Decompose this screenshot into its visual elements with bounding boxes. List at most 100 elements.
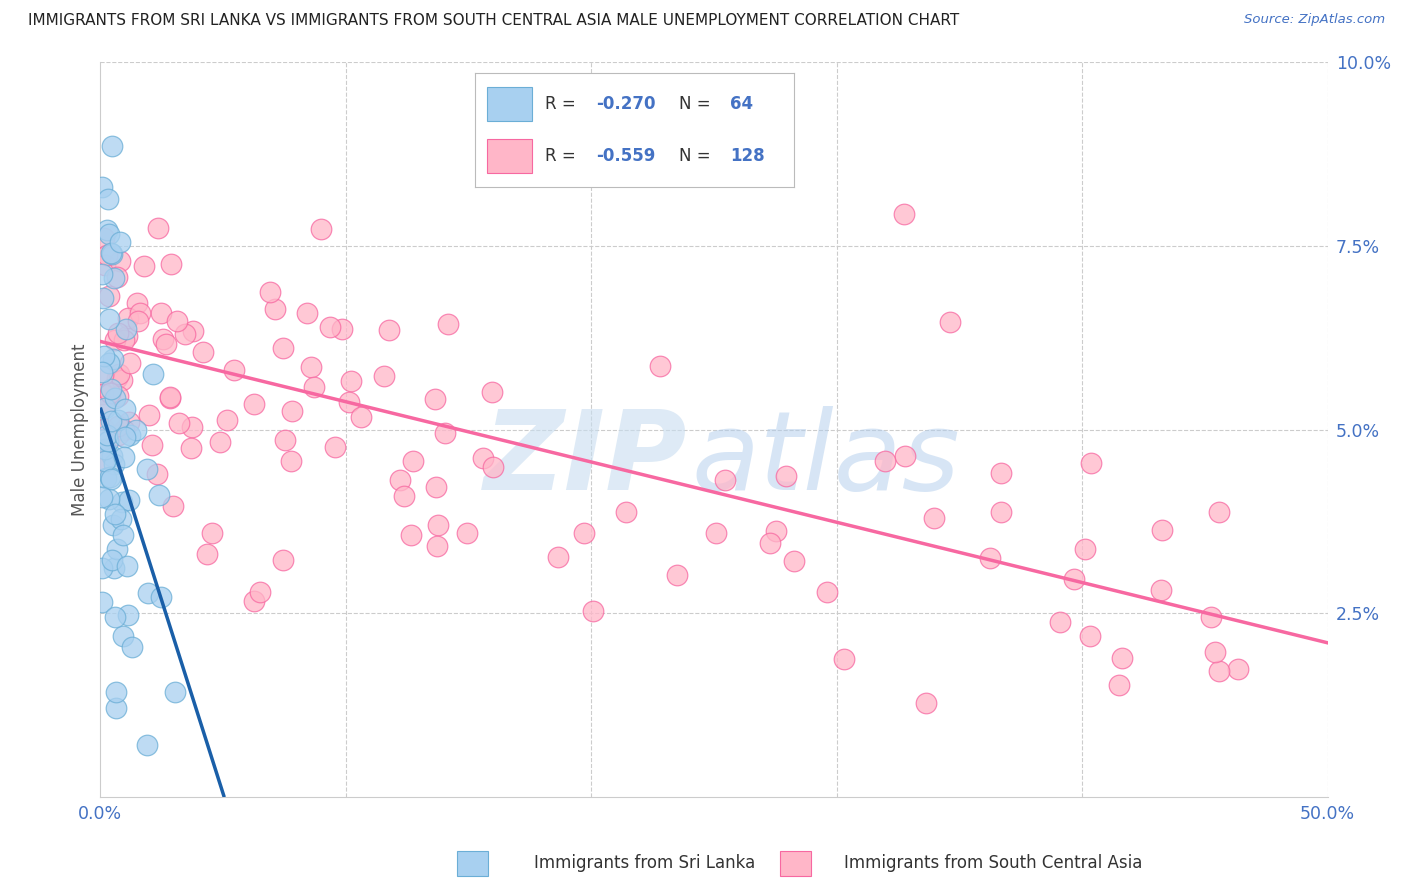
Point: [401, 527, 423, 541]
Point: [114, 322, 136, 336]
Point: [138, 408, 160, 422]
Point: [1150, 582, 1173, 597]
Point: [103, 457, 125, 471]
Point: [97, 434, 120, 448]
Point: [90, 433, 112, 447]
Point: [323, 440, 346, 454]
Point: [349, 409, 371, 424]
Point: [1049, 615, 1071, 629]
Point: [104, 392, 127, 406]
Point: [117, 608, 139, 623]
Text: Immigrants from South Central Asia: Immigrants from South Central Asia: [844, 855, 1142, 872]
Point: [402, 453, 425, 467]
Point: [105, 371, 128, 385]
Point: [437, 317, 460, 331]
Point: [94, 258, 117, 272]
Point: [704, 525, 727, 540]
Point: [132, 259, 155, 273]
Point: [107, 367, 129, 381]
Point: [180, 441, 202, 455]
Point: [90, 365, 112, 379]
Point: [165, 685, 187, 699]
Point: [94, 454, 117, 468]
Point: [110, 512, 132, 526]
Point: [111, 373, 134, 387]
Point: [280, 454, 302, 468]
Point: [101, 517, 124, 532]
Point: [1078, 629, 1101, 643]
Point: [242, 593, 264, 607]
Point: [97, 312, 120, 326]
Point: [648, 359, 671, 374]
Point: [114, 402, 136, 417]
Point: [271, 341, 294, 355]
Point: [1108, 678, 1130, 692]
Point: [894, 449, 917, 463]
Point: [339, 395, 361, 409]
Point: [426, 518, 449, 533]
Point: [101, 352, 124, 367]
Point: [815, 585, 838, 599]
Point: [90, 490, 112, 504]
Point: [990, 466, 1012, 480]
Point: [1208, 665, 1230, 679]
Point: [547, 549, 569, 564]
Point: [775, 469, 797, 483]
Point: [117, 310, 139, 325]
Point: [104, 685, 127, 699]
Point: [104, 333, 127, 347]
Point: [105, 270, 128, 285]
Point: [141, 437, 163, 451]
Point: [104, 609, 127, 624]
Point: [148, 488, 170, 502]
Text: ZIP: ZIP: [484, 406, 688, 513]
Point: [159, 391, 181, 405]
Point: [259, 285, 281, 299]
Point: [1199, 609, 1222, 624]
Point: [98, 491, 121, 506]
Point: [167, 416, 190, 430]
Point: [162, 500, 184, 514]
Point: [90, 180, 112, 194]
Point: [224, 363, 246, 377]
Point: [96, 248, 118, 262]
Point: [107, 326, 129, 340]
Point: [107, 389, 129, 403]
Point: [90, 595, 112, 609]
Point: [91, 368, 114, 382]
Point: [271, 553, 294, 567]
Point: [146, 467, 169, 481]
Point: [392, 489, 415, 503]
Point: [1152, 523, 1174, 537]
Point: [97, 192, 120, 206]
Point: [614, 506, 637, 520]
Point: [98, 356, 121, 370]
Point: [98, 470, 121, 484]
Point: [274, 433, 297, 447]
Point: [107, 413, 129, 427]
Point: [426, 539, 449, 553]
Point: [373, 368, 395, 383]
Text: Immigrants from Sri Lanka: Immigrants from Sri Lanka: [534, 855, 755, 872]
Point: [155, 336, 177, 351]
Point: [193, 345, 215, 359]
Point: [217, 413, 239, 427]
Point: [107, 419, 129, 434]
Point: [482, 460, 505, 475]
Point: [100, 449, 122, 463]
Point: [456, 526, 478, 541]
Point: [112, 450, 135, 464]
Point: [135, 738, 157, 752]
Point: [127, 295, 149, 310]
Point: [111, 629, 134, 643]
Point: [111, 495, 134, 509]
Point: [125, 424, 148, 438]
Point: [152, 332, 174, 346]
Point: [582, 604, 605, 618]
Point: [1111, 650, 1133, 665]
Point: [103, 270, 125, 285]
Point: [665, 567, 688, 582]
Point: [91, 387, 114, 401]
Point: [572, 525, 595, 540]
Point: [100, 472, 122, 486]
